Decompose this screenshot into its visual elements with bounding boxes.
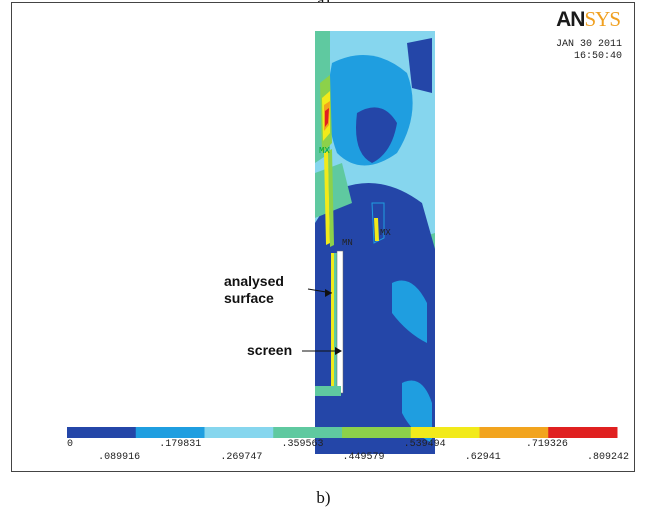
- band-darkblue-right: [407, 38, 432, 93]
- legend-swatch-4: [273, 427, 343, 438]
- legend-tick-top: .359563: [281, 439, 324, 450]
- marker-mx-2: MX: [380, 228, 391, 238]
- legend-swatch-5: [342, 427, 412, 438]
- legend-tick-top: .539494: [403, 439, 446, 450]
- annotation-screen: screen: [247, 342, 293, 358]
- band-green-mid: [315, 163, 352, 218]
- figure-label-b: b): [316, 488, 331, 507]
- legend-tick-bottom: .449579: [342, 452, 385, 463]
- legend-tick-bottom: .269747: [220, 452, 263, 463]
- analysed-strip-yellow: [331, 253, 334, 393]
- plot-time: 16:50:40: [573, 51, 622, 62]
- legend-bar: [67, 427, 618, 438]
- band-red-left: [325, 108, 329, 127]
- annotation-analysed-line2: surface: [224, 290, 274, 306]
- legend-tick-top: 0: [67, 439, 74, 450]
- screen-plate: [336, 250, 344, 394]
- marker-mn: MN: [342, 238, 353, 248]
- band-green-strip: [328, 149, 334, 247]
- legend-tick-bottom: .62941: [464, 452, 501, 463]
- contour-plot: [67, 31, 618, 454]
- legend-swatch-6: [410, 427, 480, 438]
- marker-mx-1: MX: [319, 146, 330, 156]
- plot-date: JAN 30 2011: [555, 39, 622, 50]
- legend-swatch-3: [204, 427, 274, 438]
- band-darkblue-core: [356, 107, 397, 163]
- legend-tick-top: .179831: [159, 439, 202, 450]
- analysed-arrowhead: [325, 289, 332, 297]
- legend-swatch-1: [67, 427, 137, 438]
- notch-hot: [374, 218, 379, 241]
- legend-tick-bottom: .089916: [98, 452, 141, 463]
- bottom-green-strip: [315, 386, 341, 396]
- legend-swatch-7: [479, 427, 549, 438]
- analysed-strip-green: [334, 253, 337, 393]
- ansys-logo: ANSYS: [556, 7, 621, 31]
- legend-swatch-8: [548, 427, 618, 438]
- annotation-analysed-line1: analysed: [224, 273, 284, 289]
- lower-lightblue-patches: [392, 280, 427, 343]
- legend-tick-bottom: .809242: [587, 452, 630, 463]
- legend-swatch-2: [135, 427, 205, 438]
- ansys-plot-window: ANSYS JAN 30 2011 16:50:40: [11, 2, 635, 472]
- screen-arrowhead: [335, 347, 342, 355]
- legend-tick-top: .719326: [525, 439, 568, 450]
